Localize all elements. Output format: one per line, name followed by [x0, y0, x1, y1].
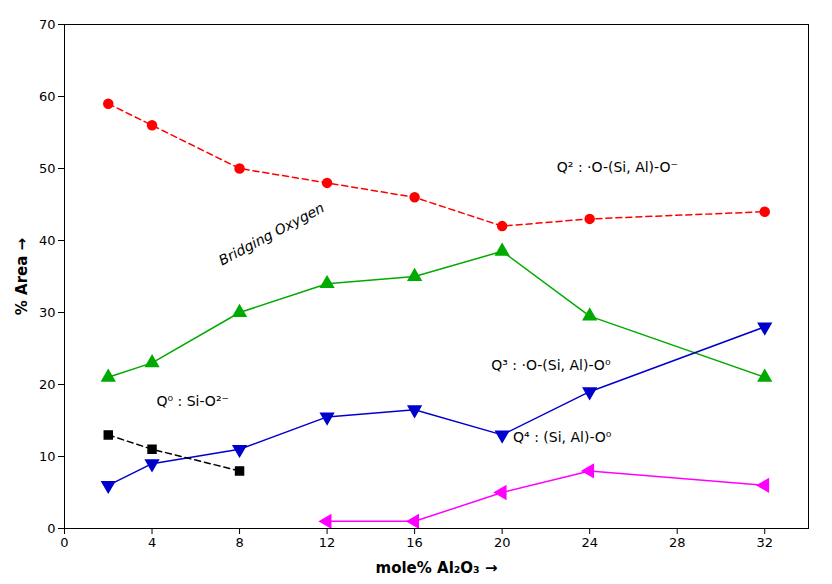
- svg-text:50: 50: [39, 161, 56, 176]
- svg-text:60: 60: [39, 89, 56, 104]
- svg-text:0: 0: [47, 521, 55, 536]
- svg-text:8: 8: [235, 535, 243, 550]
- svg-text:32: 32: [756, 535, 773, 550]
- svg-text:10: 10: [39, 449, 56, 464]
- svg-text:4: 4: [148, 535, 156, 550]
- svg-text:30: 30: [39, 305, 56, 320]
- svg-text:28: 28: [669, 535, 686, 550]
- svg-text:40: 40: [39, 233, 56, 248]
- svg-text:% Area →: % Area →: [13, 238, 31, 315]
- svg-text:70: 70: [39, 17, 56, 32]
- svg-text:12: 12: [319, 535, 336, 550]
- svg-text:Q² : ·O-(Si, Al)-O⁻: Q² : ·O-(Si, Al)-O⁻: [557, 159, 678, 175]
- svg-text:Bridging Oxygen: Bridging Oxygen: [216, 199, 327, 268]
- svg-text:Q³ : ·O-(Si, Al)-O⁰: Q³ : ·O-(Si, Al)-O⁰: [491, 357, 611, 373]
- svg-text:16: 16: [406, 535, 423, 550]
- svg-text:0: 0: [60, 535, 68, 550]
- svg-text:Q⁰ : Si-O²⁻: Q⁰ : Si-O²⁻: [156, 393, 229, 409]
- svg-text:mole% Al₂O₃ →: mole% Al₂O₃ →: [376, 559, 498, 577]
- svg-text:24: 24: [581, 535, 598, 550]
- svg-text:20: 20: [494, 535, 511, 550]
- svg-text:20: 20: [39, 377, 56, 392]
- svg-text:Q⁴ : (Si, Al)-O⁰: Q⁴ : (Si, Al)-O⁰: [513, 429, 612, 445]
